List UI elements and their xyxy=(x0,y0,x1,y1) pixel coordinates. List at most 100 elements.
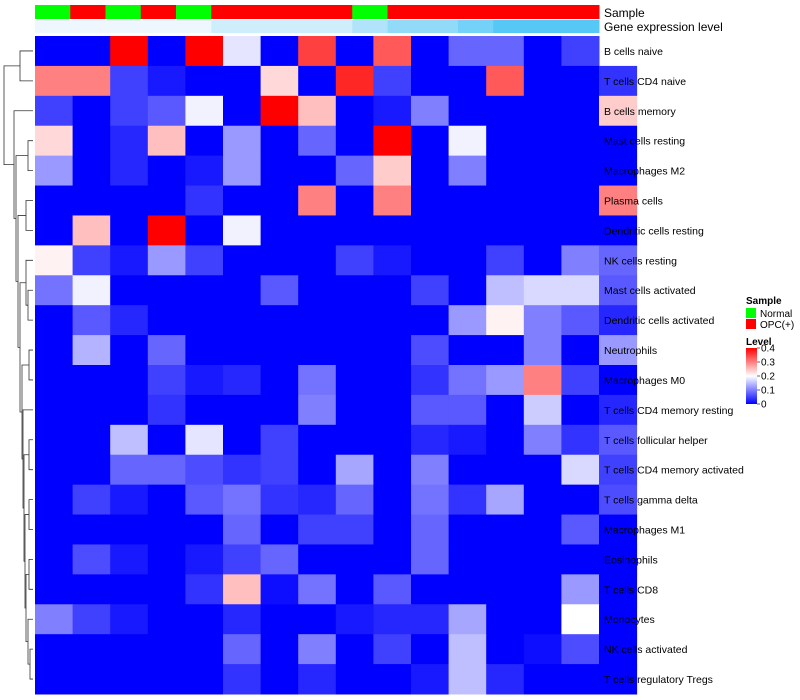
heatmap-cell xyxy=(223,36,262,67)
sample-annotation-cell xyxy=(140,5,177,19)
heatmap-cell xyxy=(110,125,149,157)
heatmap-cell xyxy=(35,664,74,695)
row-label: Macrophages M2 xyxy=(604,166,685,178)
level-tick-label: 0.4 xyxy=(761,344,775,355)
heatmap-cell xyxy=(147,514,186,545)
heatmap-cell xyxy=(72,634,111,665)
heatmap-cell xyxy=(561,65,600,97)
heatmap-cell xyxy=(110,424,149,456)
heatmap-cell xyxy=(298,95,337,127)
heatmap-cell xyxy=(373,305,412,336)
heatmap-cell xyxy=(72,454,111,486)
heatmap-cell xyxy=(185,36,224,67)
heatmap-cell xyxy=(147,634,186,665)
heatmap-cell xyxy=(561,454,600,486)
heatmap-cell xyxy=(486,305,525,336)
heatmap-cell xyxy=(298,394,337,426)
heatmap-cell xyxy=(561,604,600,635)
heatmap-cell xyxy=(147,664,186,695)
row-label: Dendritic cells resting xyxy=(604,225,704,237)
sample-annotation-cell xyxy=(352,5,388,19)
heatmap-cell xyxy=(599,394,638,426)
heatmap-cell xyxy=(260,454,299,486)
heatmap-cell xyxy=(185,335,224,366)
heatmap-cell xyxy=(35,484,74,516)
heatmap-cell xyxy=(411,95,450,127)
heatmap-cell xyxy=(110,394,149,426)
heatmap-cell xyxy=(35,365,74,396)
heatmap-cell xyxy=(448,275,487,306)
heatmap-cell xyxy=(185,634,224,665)
level-legend: Level 0.4 0.3 0.2 0.1 0 xyxy=(746,337,775,411)
heatmap-cell xyxy=(335,514,374,545)
heatmap-cell xyxy=(486,664,525,695)
heatmap-cell xyxy=(448,305,487,336)
sample-annotation-bar xyxy=(35,5,600,19)
heatmap-cell xyxy=(260,394,299,426)
heatmap-cell xyxy=(35,65,74,97)
sample-annotation-cell xyxy=(105,5,142,19)
heatmap-cell xyxy=(185,664,224,695)
heatmap-cell xyxy=(223,245,262,276)
row-label: Monocytes xyxy=(604,614,655,626)
heatmap-cell xyxy=(110,36,149,67)
heatmap-cell xyxy=(110,275,149,306)
heatmap-cell xyxy=(373,634,412,665)
heatmap-cell xyxy=(373,544,412,575)
expression-annotation-cell xyxy=(422,20,459,33)
heatmap-cell xyxy=(486,634,525,665)
heatmap-cell xyxy=(223,424,262,456)
heatmap-cell xyxy=(373,335,412,366)
heatmap-cell xyxy=(561,544,600,575)
heatmap-cell xyxy=(599,245,638,276)
heatmap-cell xyxy=(486,95,525,127)
heatmap-cell xyxy=(523,305,562,336)
heatmap-cell xyxy=(223,574,262,605)
heatmap-cell xyxy=(335,125,374,157)
sample-annotation-cell xyxy=(70,5,106,19)
heatmap-cell xyxy=(35,245,74,276)
heatmap-cell xyxy=(185,604,224,635)
dendrogram-branch xyxy=(27,618,33,665)
heatmap-cell xyxy=(448,155,487,187)
heatmap-cell xyxy=(185,484,224,516)
sample-annotation-cell xyxy=(528,5,565,19)
heatmap-cell xyxy=(147,95,186,127)
heatmap-cell xyxy=(298,365,337,396)
heatmap-cell xyxy=(486,574,525,605)
heatmap-cell xyxy=(561,95,600,127)
heatmap-cell xyxy=(147,365,186,396)
heatmap-cell xyxy=(72,544,111,575)
heatmap-cell xyxy=(223,65,262,97)
heatmap-cell xyxy=(561,305,600,336)
dendrogram-branch xyxy=(28,499,33,530)
heatmap-cell xyxy=(298,305,337,336)
heatmap-cell xyxy=(599,544,638,575)
sample-annotation-cell xyxy=(246,5,283,19)
heatmap-cell xyxy=(486,394,525,426)
heatmap-cell xyxy=(147,335,186,366)
heatmap-cell xyxy=(35,125,74,157)
heatmap-cell xyxy=(599,484,638,516)
heatmap-cell xyxy=(223,335,262,366)
heatmap-cell xyxy=(373,574,412,605)
dendrogram-branch xyxy=(25,259,33,306)
heatmap-cell xyxy=(411,215,450,246)
heatmap-cell xyxy=(373,424,412,456)
heatmap-cell xyxy=(223,634,262,665)
sample-legend: Sample Normal OPC(+) xyxy=(746,296,794,331)
heatmap-cell xyxy=(411,424,450,456)
heatmap-cell xyxy=(373,155,412,187)
heatmap-cell xyxy=(260,275,299,306)
heatmap-cell xyxy=(599,185,638,216)
heatmap-cell xyxy=(486,454,525,486)
heatmap-cell xyxy=(185,544,224,575)
level-legend-title: Level xyxy=(746,337,772,348)
expression-annotation-cell xyxy=(281,20,318,33)
heatmap-cell xyxy=(561,125,600,157)
heatmap-cell xyxy=(561,664,600,695)
heatmap-cell xyxy=(35,394,74,426)
sample-annotation-label: Sample xyxy=(604,6,645,20)
heatmap-cell xyxy=(561,335,600,366)
heatmap-cell xyxy=(35,424,74,456)
